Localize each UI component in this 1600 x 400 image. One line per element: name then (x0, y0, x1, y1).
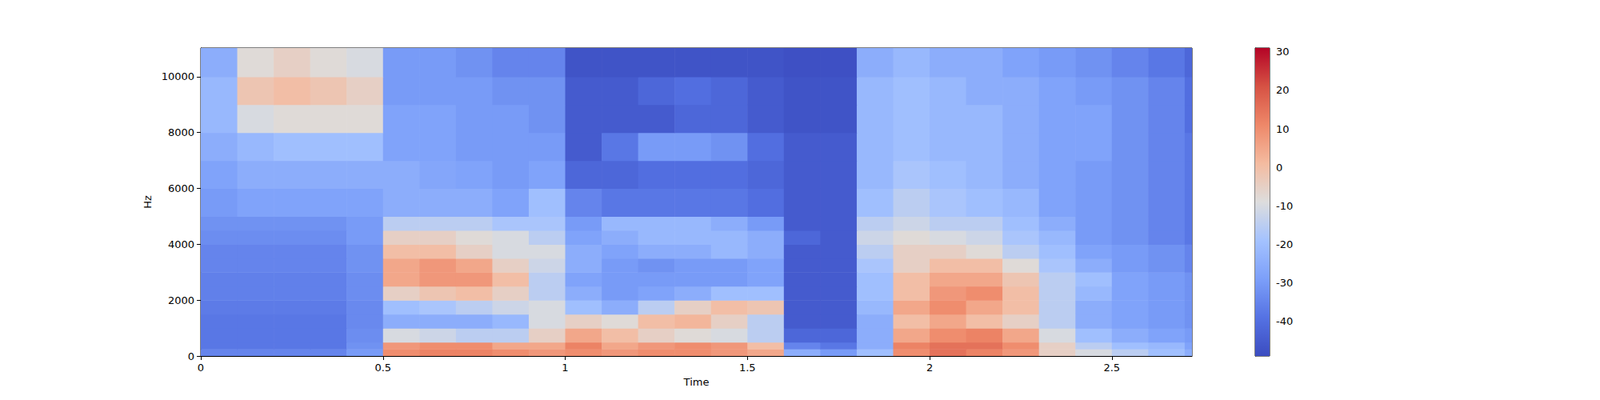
svg-text:4000: 4000 (168, 238, 195, 251)
svg-text:2000: 2000 (168, 294, 195, 307)
svg-text:2.5: 2.5 (1103, 361, 1120, 374)
svg-text:1: 1 (561, 361, 568, 374)
svg-text:-10: -10 (1276, 200, 1293, 212)
svg-text:20: 20 (1276, 84, 1290, 96)
svg-text:1.5: 1.5 (739, 361, 756, 374)
svg-text:0: 0 (1276, 161, 1283, 174)
svg-text:10000: 10000 (161, 70, 195, 83)
svg-text:0.5: 0.5 (374, 361, 392, 374)
svg-text:0: 0 (188, 350, 195, 363)
svg-text:8000: 8000 (168, 126, 195, 139)
svg-text:-40: -40 (1276, 315, 1293, 328)
svg-text:-30: -30 (1276, 276, 1293, 289)
svg-text:6000: 6000 (168, 182, 195, 195)
svg-text:Time: Time (683, 376, 710, 388)
svg-text:2: 2 (926, 361, 933, 374)
svg-text:10: 10 (1276, 123, 1290, 136)
svg-text:Hz: Hz (141, 195, 154, 209)
svg-text:0: 0 (197, 361, 204, 374)
svg-text:30: 30 (1276, 45, 1290, 58)
svg-text:-20: -20 (1276, 238, 1293, 251)
